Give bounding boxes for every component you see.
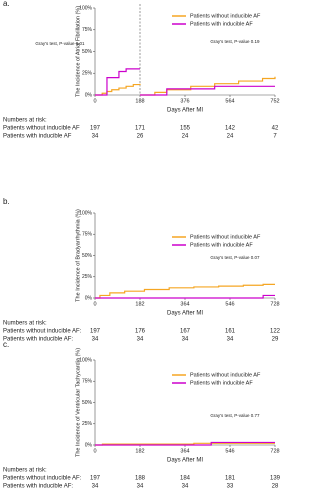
risk-value: 167 bbox=[180, 329, 191, 335]
y-tick-label: 0% bbox=[85, 295, 93, 301]
risk-value: 181 bbox=[225, 476, 236, 482]
x-axis-title: Days After MI bbox=[167, 108, 203, 114]
legend-label: Patients with inducible AF bbox=[190, 21, 253, 27]
x-tick-label: 0 bbox=[93, 98, 96, 104]
risk-value: 7 bbox=[273, 134, 277, 140]
risk-row-name: Patients without inducible AF: bbox=[3, 329, 82, 335]
annotation: Gray's test, P-value 0.77 bbox=[210, 413, 260, 418]
risk-value: 24 bbox=[182, 134, 189, 140]
y-tick-label: 50% bbox=[82, 400, 93, 406]
y-tick-label: 100% bbox=[79, 5, 92, 11]
y-axis-title: The Incidence of Bradyarrhythmia (%) bbox=[75, 209, 81, 302]
risk-value: 33 bbox=[227, 484, 234, 490]
risk-value: 184 bbox=[180, 476, 191, 482]
risk-value: 142 bbox=[225, 126, 236, 132]
step-line bbox=[95, 441, 275, 446]
x-tick-label: 728 bbox=[270, 448, 279, 454]
risk-value: 155 bbox=[180, 126, 191, 132]
legend-label: Patients with inducible AF bbox=[190, 242, 253, 248]
step-line bbox=[95, 294, 275, 299]
x-tick-label: 0 bbox=[93, 301, 96, 307]
risk-value: 176 bbox=[135, 329, 146, 335]
risk-row-name: Patients with inducible AF: bbox=[3, 337, 73, 343]
x-tick-label: 182 bbox=[135, 301, 144, 307]
y-tick-label: 0% bbox=[85, 92, 93, 98]
x-tick-label: 188 bbox=[135, 98, 144, 104]
x-tick-label: 364 bbox=[180, 448, 189, 454]
x-tick-label: 182 bbox=[135, 448, 144, 454]
risk-value: 161 bbox=[225, 329, 236, 335]
risk-title: Numbers at risk: bbox=[3, 118, 47, 124]
risk-row-name: Patients without inducible AF: bbox=[3, 476, 82, 482]
y-tick-label: 100% bbox=[79, 210, 92, 216]
x-axis-title: Days After MI bbox=[167, 458, 203, 464]
risk-value: 24 bbox=[227, 134, 234, 140]
risk-title: Numbers at risk: bbox=[3, 321, 47, 327]
risk-row-name: Patients with inducible AF bbox=[3, 134, 72, 140]
x-tick-label: 546 bbox=[225, 301, 234, 307]
risk-value: 34 bbox=[137, 484, 144, 490]
y-tick-label: 25% bbox=[82, 421, 93, 427]
risk-row-name: Patients with inducible AF: bbox=[3, 484, 73, 490]
risk-value: 197 bbox=[90, 476, 101, 482]
legend-label: Patients without inducible AF bbox=[190, 13, 261, 19]
step-line bbox=[95, 283, 275, 299]
risk-row-name: Patients without inducible AF bbox=[3, 126, 80, 132]
y-axis-title: The Incidence of Atrial Fibrillation (%) bbox=[75, 6, 81, 97]
legend-label: Patients with inducible AF bbox=[190, 380, 253, 386]
annotation: Gray's test, P-value 0.19 bbox=[210, 39, 260, 44]
y-tick-label: 75% bbox=[82, 27, 93, 33]
risk-value: 34 bbox=[182, 337, 189, 343]
risk-value: 197 bbox=[90, 126, 101, 132]
x-tick-label: 376 bbox=[180, 98, 189, 104]
y-tick-label: 75% bbox=[82, 232, 93, 238]
risk-value: 34 bbox=[92, 484, 99, 490]
legend-label: Patients without inducible AF bbox=[190, 234, 261, 240]
risk-value: 34 bbox=[227, 337, 234, 343]
risk-value: 197 bbox=[90, 329, 101, 335]
x-axis-title: Days After MI bbox=[167, 311, 203, 317]
y-tick-label: 0% bbox=[85, 442, 93, 448]
risk-value: 122 bbox=[270, 329, 281, 335]
risk-value: 171 bbox=[135, 126, 146, 132]
panel-label: b. bbox=[3, 197, 10, 206]
x-tick-label: 752 bbox=[270, 98, 279, 104]
annotation: Gray's test, P-value 0.01 bbox=[35, 41, 85, 46]
y-tick-label: 100% bbox=[79, 357, 92, 363]
risk-value: 34 bbox=[182, 484, 189, 490]
y-tick-label: 25% bbox=[82, 71, 93, 77]
risk-value: 34 bbox=[92, 337, 99, 343]
risk-title: Numbers at risk: bbox=[3, 468, 47, 474]
panel-label: a. bbox=[3, 0, 10, 8]
risk-value: 139 bbox=[270, 476, 281, 482]
risk-value: 42 bbox=[272, 126, 279, 132]
risk-value: 188 bbox=[135, 476, 146, 482]
risk-value: 28 bbox=[272, 484, 279, 490]
risk-value: 29 bbox=[272, 337, 279, 343]
risk-value: 34 bbox=[137, 337, 144, 343]
risk-value: 34 bbox=[92, 134, 99, 140]
x-tick-label: 364 bbox=[180, 301, 189, 307]
figure: a. 0% 25% 50% 75% 100% 0 188 376 564 752 The Incide… bbox=[3, 0, 281, 490]
y-tick-label: 25% bbox=[82, 274, 93, 280]
x-tick-label: 728 bbox=[270, 301, 279, 307]
y-tick-label: 50% bbox=[82, 253, 93, 259]
x-tick-label: 546 bbox=[225, 448, 234, 454]
legend-label: Patients without inducible AF bbox=[190, 372, 261, 378]
y-axis-title: The Incidence of Ventricular Tachycardia… bbox=[75, 348, 81, 457]
annotation: Gray's test, P-value 0.07 bbox=[210, 255, 260, 260]
y-tick-label: 75% bbox=[82, 379, 93, 385]
step-line bbox=[95, 68, 275, 96]
panel-label: c. bbox=[3, 340, 9, 349]
x-tick-label: 564 bbox=[225, 98, 234, 104]
x-tick-label: 0 bbox=[93, 448, 96, 454]
y-tick-label: 50% bbox=[82, 49, 93, 55]
risk-value: 26 bbox=[137, 134, 144, 140]
